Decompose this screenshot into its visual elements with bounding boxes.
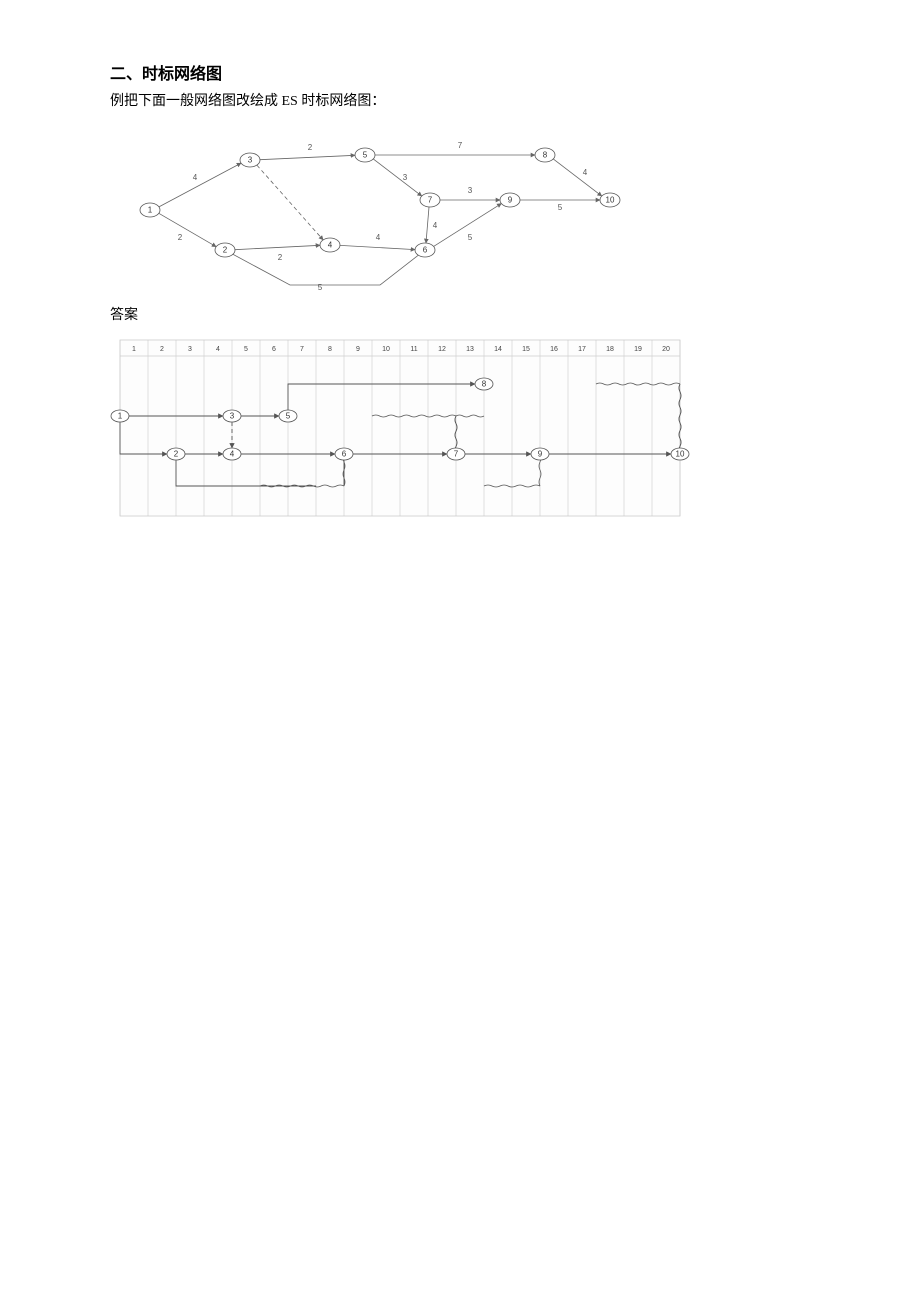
svg-text:2: 2 (278, 253, 283, 262)
svg-text:4: 4 (433, 221, 438, 230)
svg-text:6: 6 (342, 450, 347, 459)
network-diagram: 4 2 2 2 5 4 3 7 4 3 5 4 5 1 2 3 4 5 6 7 8 9 10 (110, 120, 670, 300)
svg-text:4: 4 (583, 168, 588, 177)
svg-text:5: 5 (318, 283, 323, 292)
svg-text:1: 1 (148, 206, 153, 215)
svg-text:3: 3 (468, 186, 473, 195)
svg-text:6: 6 (272, 346, 276, 353)
svg-text:20: 20 (662, 346, 670, 353)
svg-text:6: 6 (423, 246, 428, 255)
svg-text:7: 7 (458, 141, 463, 150)
svg-text:4: 4 (193, 173, 198, 182)
prompt-text: 例把下面一般网络图改绘成 ES 时标网络图： (110, 90, 810, 110)
svg-text:4: 4 (376, 233, 381, 242)
svg-text:4: 4 (328, 241, 333, 250)
svg-text:7: 7 (454, 450, 459, 459)
svg-text:5: 5 (558, 203, 563, 212)
svg-text:7: 7 (428, 196, 433, 205)
svg-text:8: 8 (543, 151, 548, 160)
svg-text:17: 17 (578, 346, 586, 353)
svg-text:16: 16 (550, 346, 558, 353)
svg-text:1: 1 (132, 346, 136, 353)
svg-text:10: 10 (676, 450, 685, 459)
svg-text:13: 13 (466, 346, 474, 353)
svg-text:8: 8 (328, 346, 332, 353)
svg-text:10: 10 (606, 196, 615, 205)
svg-text:5: 5 (286, 412, 291, 421)
svg-text:2: 2 (223, 246, 228, 255)
svg-text:2: 2 (308, 143, 313, 152)
svg-text:5: 5 (244, 346, 248, 353)
svg-text:9: 9 (538, 450, 543, 459)
svg-text:11: 11 (410, 346, 417, 353)
svg-text:7: 7 (300, 346, 304, 353)
svg-text:5: 5 (468, 233, 473, 242)
svg-text:2: 2 (174, 450, 179, 459)
svg-text:3: 3 (188, 346, 192, 353)
svg-text:5: 5 (363, 151, 368, 160)
svg-text:2: 2 (160, 346, 164, 353)
svg-text:3: 3 (403, 173, 408, 182)
svg-text:4: 4 (216, 346, 220, 353)
svg-text:1: 1 (118, 412, 123, 421)
answer-label: 答案 (110, 304, 810, 324)
svg-text:3: 3 (248, 156, 253, 165)
svg-text:10: 10 (382, 346, 390, 353)
timescale-diagram: 1234567891011121314151617181920123456789… (110, 330, 810, 530)
svg-text:15: 15 (522, 346, 530, 353)
svg-text:4: 4 (230, 450, 235, 459)
svg-text:14: 14 (494, 346, 502, 353)
svg-text:12: 12 (438, 346, 446, 353)
svg-text:2: 2 (178, 233, 183, 242)
section-title: 二、时标网络图 (110, 60, 810, 84)
svg-text:9: 9 (356, 346, 360, 353)
svg-text:3: 3 (230, 412, 235, 421)
svg-text:9: 9 (508, 196, 513, 205)
svg-text:19: 19 (634, 346, 642, 353)
svg-text:8: 8 (482, 380, 487, 389)
svg-text:18: 18 (606, 346, 614, 353)
